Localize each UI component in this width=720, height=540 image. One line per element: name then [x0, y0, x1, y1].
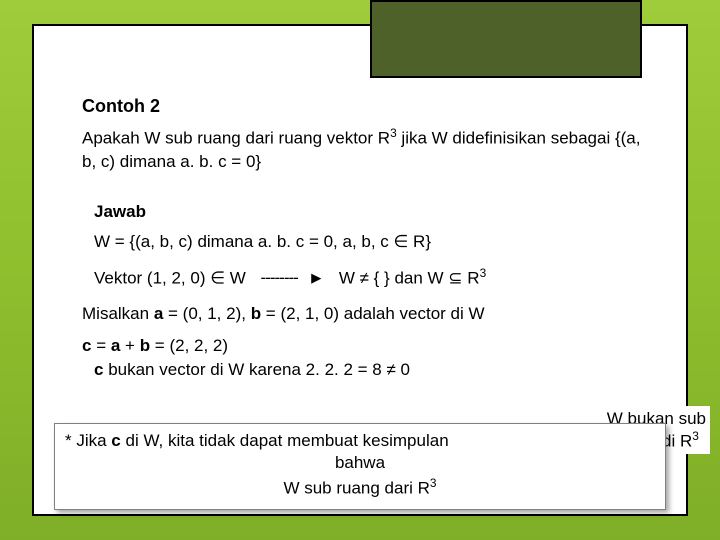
answer-heading: Jawab: [94, 202, 646, 222]
footnote-line3: W sub ruang dari R3: [65, 475, 655, 501]
misalkan-line: Misalkan a = (0, 1, 2), b = (2, 1, 0) ad…: [82, 304, 646, 324]
foot-3sup: 3: [430, 476, 437, 490]
foot-1b: di W, kita tidak dapat membuat kesimpula…: [121, 431, 449, 450]
w-nonempty: W ≠ { } dan W ⊆ R: [339, 268, 480, 287]
vec-a: a: [154, 304, 163, 323]
vec-b: b: [251, 304, 261, 323]
footnote-box: * Jika c di W, kita tidak dapat membuat …: [54, 423, 666, 510]
content-area: Contoh 2 Apakah W sub ruang dari ruang v…: [34, 26, 686, 380]
arrow-icon: --------: [261, 268, 298, 287]
title-box: [370, 0, 642, 78]
c-not-text: bukan vector di W karena 2. 2. 2 = 8 ≠ 0: [103, 360, 410, 379]
wbox-sup: 3: [692, 429, 699, 443]
c-equation: c = a + b = (2, 2, 2): [82, 336, 646, 356]
misalkan-3: = (2, 1, 0) adalah vector di W: [261, 304, 484, 323]
vec-b2: b: [140, 336, 150, 355]
example-heading: Contoh 2: [82, 96, 646, 117]
foot-1a: * Jika: [65, 431, 111, 450]
misalkan-1: Misalkan: [82, 304, 154, 323]
foot-c: c: [111, 431, 120, 450]
foot-3a: W sub ruang dari R: [283, 479, 429, 498]
intro-text: Apakah W sub ruang dari ruang vektor R3 …: [82, 125, 646, 174]
vec-a2: a: [111, 336, 120, 355]
c-not-in-w: c bukan vector di W karena 2. 2. 2 = 8 ≠…: [94, 360, 646, 380]
c-result: = (2, 2, 2): [150, 336, 228, 355]
footnote-line2: bahwa: [65, 452, 655, 475]
slide-frame: Contoh 2 Apakah W sub ruang dari ruang v…: [32, 24, 688, 516]
w-definition: W = {(a, b, c) dimana a. b. c = 0, a, b,…: [94, 232, 646, 252]
footnote-line1: * Jika c di W, kita tidak dapat membuat …: [65, 430, 655, 453]
vector-in-w: Vektor (1, 2, 0) ∈ W: [94, 268, 246, 287]
vector-line: Vektor (1, 2, 0) ∈ W --------► W ≠ { } d…: [94, 266, 646, 289]
plus-sign: +: [120, 336, 139, 355]
intro-part1: Apakah W sub ruang dari ruang vektor R: [82, 129, 390, 148]
intro-sup: 3: [390, 126, 397, 140]
misalkan-2: = (0, 1, 2),: [163, 304, 250, 323]
w-nonempty-sup: 3: [480, 266, 487, 280]
c-eq-sign: =: [91, 336, 110, 355]
